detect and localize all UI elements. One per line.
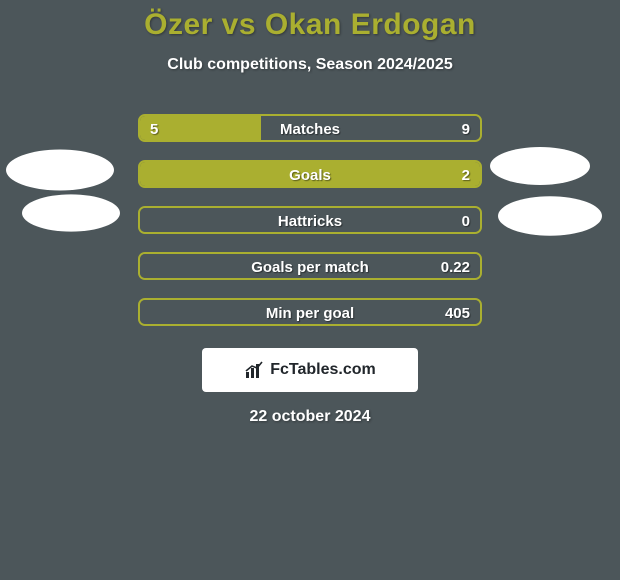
- date-label: 22 october 2024: [0, 408, 620, 426]
- stat-row: Min per goal405: [0, 298, 620, 326]
- stat-bar-right: [261, 116, 480, 140]
- source-badge: FcTables.com: [202, 348, 418, 392]
- stat-bar: Min per goal405: [138, 298, 482, 326]
- stat-bar-right: [140, 254, 480, 278]
- source-badge-text: FcTables.com: [270, 361, 376, 379]
- stat-bar: Goals per match0.22: [138, 252, 482, 280]
- stat-bar: Hattricks0: [138, 206, 482, 234]
- stat-bar-right: [140, 208, 480, 232]
- stat-row: Matches59: [0, 114, 620, 142]
- decorative-ellipse: [490, 147, 590, 185]
- chart-icon: [244, 360, 264, 380]
- page-title: Özer vs Okan Erdogan: [0, 8, 620, 42]
- decorative-ellipse: [22, 194, 120, 231]
- stat-bar-left: [140, 162, 480, 186]
- stat-bar-left: [140, 116, 261, 140]
- stat-bar: Matches59: [138, 114, 482, 142]
- decorative-ellipse: [498, 196, 602, 236]
- comparison-card: Özer vs Okan Erdogan Club competitions, …: [0, 0, 620, 580]
- stat-bar: Goals2: [138, 160, 482, 188]
- stat-bar-right: [140, 300, 480, 324]
- decorative-ellipse: [6, 149, 114, 190]
- stat-row: Goals per match0.22: [0, 252, 620, 280]
- subtitle: Club competitions, Season 2024/2025: [0, 56, 620, 74]
